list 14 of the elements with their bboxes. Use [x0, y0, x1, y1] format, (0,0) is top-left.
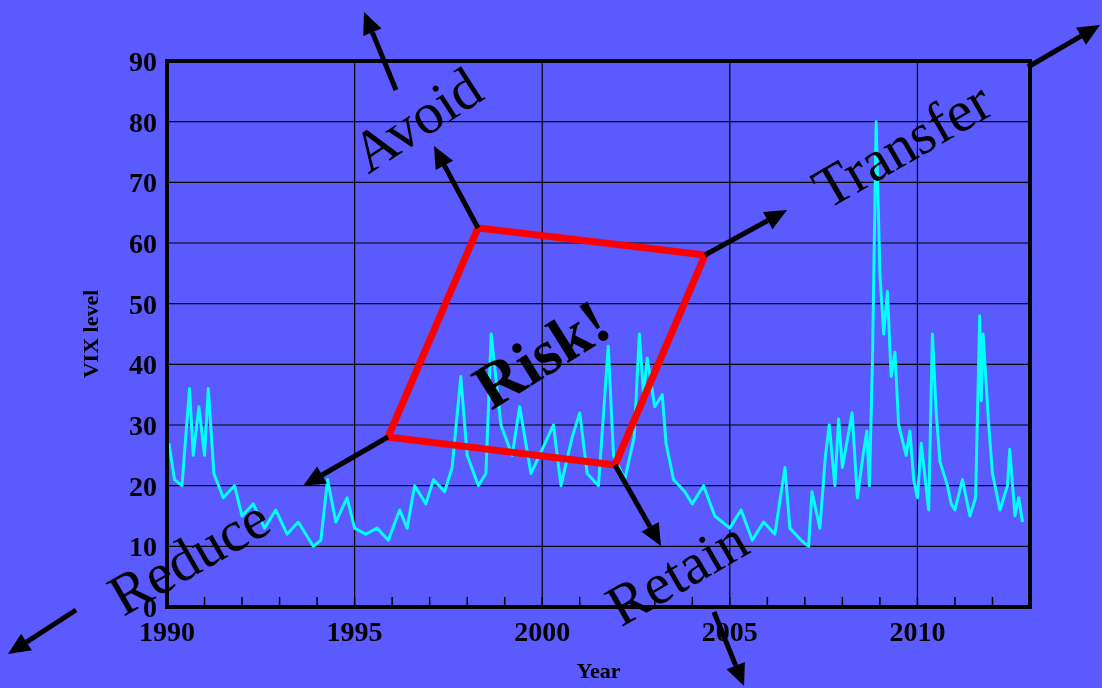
y-tick-label: 40	[129, 349, 157, 381]
y-tick-label: 90	[129, 46, 157, 77]
y-tick-label: 50	[129, 288, 157, 320]
x-tick-label: 2010	[889, 616, 946, 647]
y-axis-title: VIX level	[78, 289, 103, 379]
x-tick-label: 1995	[326, 616, 383, 647]
x-axis-title: Year	[576, 658, 621, 683]
y-tick-label: 80	[129, 106, 157, 138]
y-tick-label: 60	[129, 228, 157, 259]
y-tick-label: 20	[129, 470, 157, 502]
x-tick-label: 2000	[514, 616, 571, 647]
y-tick-label: 30	[129, 410, 157, 441]
x-tick-label: 1990	[139, 616, 195, 647]
y-tick-label: 70	[129, 167, 157, 199]
